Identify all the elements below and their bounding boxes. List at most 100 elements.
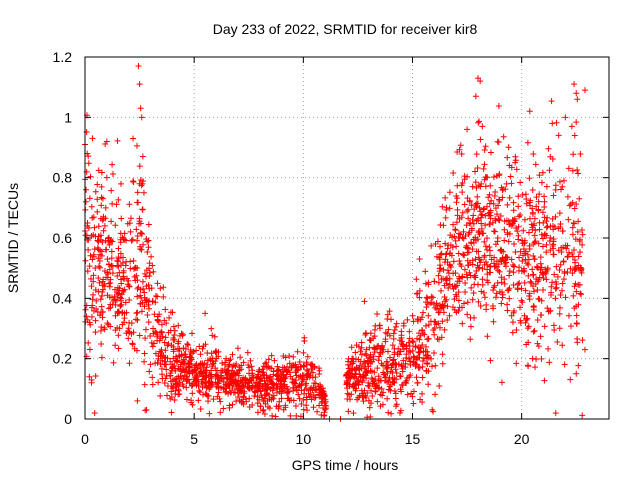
data-point xyxy=(115,308,122,315)
data-point xyxy=(425,381,432,388)
data-point xyxy=(482,183,489,190)
data-point xyxy=(484,271,491,278)
data-point xyxy=(184,341,191,348)
data-point xyxy=(495,216,502,223)
data-point xyxy=(144,238,151,245)
data-point xyxy=(475,229,482,236)
data-point xyxy=(444,245,451,252)
data-point xyxy=(466,219,473,226)
data-point xyxy=(464,126,471,133)
data-point xyxy=(390,330,397,337)
data-point xyxy=(371,345,378,352)
data-point xyxy=(295,374,302,381)
data-point xyxy=(154,359,161,366)
data-point xyxy=(555,132,562,139)
data-point xyxy=(308,384,315,391)
data-point xyxy=(436,262,443,269)
data-point xyxy=(363,352,370,359)
data-point xyxy=(136,332,143,339)
data-point xyxy=(152,350,159,357)
data-point xyxy=(542,270,549,277)
data-point xyxy=(268,365,275,372)
data-point xyxy=(521,279,528,286)
data-point xyxy=(168,409,175,416)
data-point xyxy=(423,304,430,311)
data-point xyxy=(483,302,490,309)
data-point xyxy=(529,205,536,212)
data-point xyxy=(320,412,327,419)
data-point xyxy=(402,379,409,386)
data-point xyxy=(534,317,541,324)
data-point xyxy=(261,411,268,418)
data-point xyxy=(484,246,491,253)
data-point xyxy=(571,266,578,273)
data-point xyxy=(115,196,122,203)
data-point xyxy=(158,365,165,372)
data-point xyxy=(520,245,527,252)
data-point xyxy=(285,367,292,374)
data-point xyxy=(439,360,446,367)
data-point xyxy=(301,337,308,344)
data-point xyxy=(358,344,365,351)
data-point xyxy=(134,233,141,240)
y-tick-label: 0.4 xyxy=(53,290,73,306)
data-point xyxy=(453,243,460,250)
data-point xyxy=(218,385,225,392)
data-point xyxy=(215,389,222,396)
data-point xyxy=(205,398,212,405)
data-point xyxy=(523,315,530,322)
data-point xyxy=(419,363,426,370)
data-point xyxy=(559,280,566,287)
data-point xyxy=(138,295,145,302)
data-point xyxy=(533,275,540,282)
data-point xyxy=(300,349,307,356)
data-point xyxy=(161,379,168,386)
data-point xyxy=(86,195,93,202)
data-point xyxy=(477,78,484,85)
data-point xyxy=(535,295,542,302)
data-point xyxy=(459,209,466,216)
data-point xyxy=(108,238,115,245)
data-point xyxy=(416,348,423,355)
data-point xyxy=(90,214,97,221)
data-point xyxy=(446,189,453,196)
data-point xyxy=(300,376,307,383)
data-point xyxy=(496,268,503,275)
data-point xyxy=(286,352,293,359)
data-point xyxy=(306,393,313,400)
data-point xyxy=(175,387,182,394)
data-point xyxy=(517,304,524,311)
data-point xyxy=(90,231,97,238)
data-point xyxy=(169,309,176,316)
data-point xyxy=(289,376,296,383)
data-point xyxy=(189,381,196,388)
data-point xyxy=(229,351,236,358)
data-point xyxy=(164,392,171,399)
data-point xyxy=(430,350,437,357)
data-point xyxy=(505,144,512,151)
data-point xyxy=(521,268,528,275)
data-point xyxy=(200,375,207,382)
data-point xyxy=(292,380,299,387)
data-point xyxy=(472,179,479,186)
data-point xyxy=(464,208,471,215)
data-point xyxy=(571,247,578,254)
data-point xyxy=(365,382,372,389)
data-point xyxy=(519,191,526,198)
data-point xyxy=(203,372,210,379)
data-point xyxy=(410,388,417,395)
data-point xyxy=(256,396,263,403)
data-point xyxy=(235,383,242,390)
data-point xyxy=(490,284,497,291)
data-point xyxy=(140,285,147,292)
data-point xyxy=(558,186,565,193)
data-point xyxy=(526,296,533,303)
data-point xyxy=(510,282,517,289)
data-point xyxy=(569,224,576,231)
data-point xyxy=(105,271,112,278)
data-point xyxy=(506,268,513,275)
data-point xyxy=(440,266,447,273)
data-point xyxy=(519,258,526,265)
data-point xyxy=(111,293,118,300)
data-point xyxy=(173,353,180,360)
